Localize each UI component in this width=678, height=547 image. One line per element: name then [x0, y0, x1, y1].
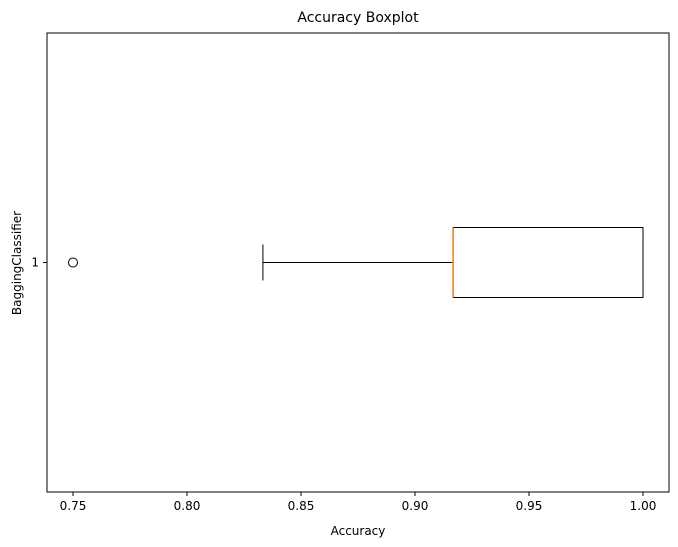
x-tick-label: 0.75	[60, 499, 87, 513]
x-tick-label: 0.95	[516, 499, 543, 513]
x-axis-label: Accuracy	[331, 524, 386, 538]
chart-title: Accuracy Boxplot	[297, 10, 419, 26]
y-axis: 1	[31, 256, 47, 270]
y-axis-label: BaggingClassifier	[10, 211, 24, 315]
box-iqr	[452, 227, 644, 298]
plot-area	[67, 227, 644, 298]
outlier-point	[67, 257, 78, 268]
x-tick-label: 0.85	[288, 499, 315, 513]
x-tick-label: 1.00	[630, 499, 657, 513]
y-tick-label: 1	[31, 256, 39, 270]
x-axis: 0.75 0.80 0.85 0.90 0.95 1.00	[60, 492, 657, 513]
x-tick-label: 0.80	[174, 499, 201, 513]
x-tick-label: 0.90	[402, 499, 429, 513]
